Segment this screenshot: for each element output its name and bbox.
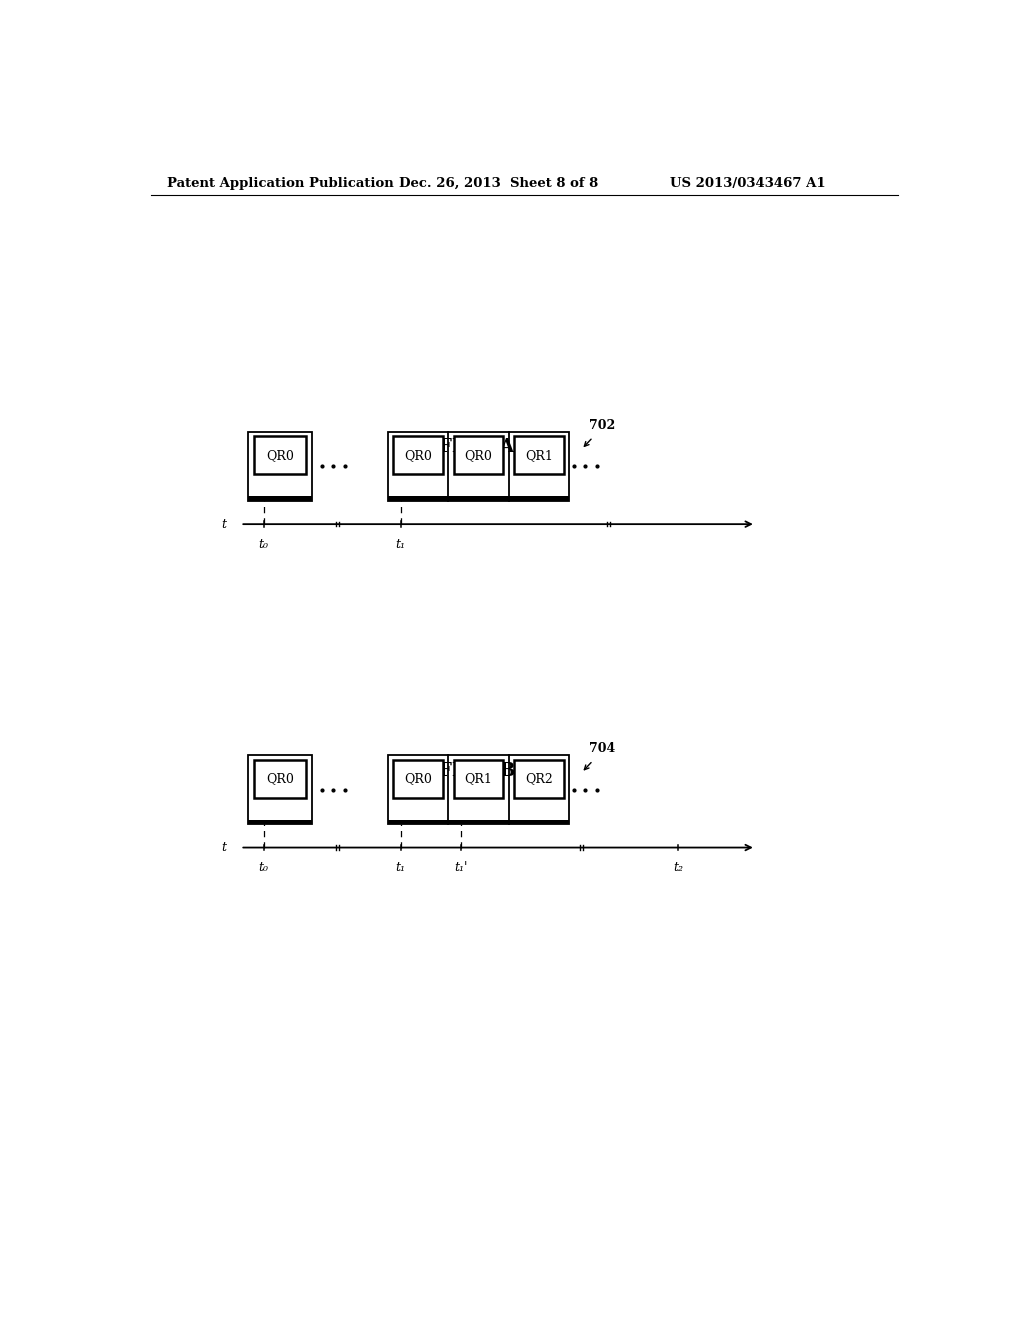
Text: FIG. 7A: FIG. 7A [439,438,514,457]
Text: t₁': t₁' [455,862,468,874]
Text: QR1: QR1 [464,772,493,785]
Bar [388,820,569,825]
Bar [248,820,311,825]
Text: QR0: QR0 [266,449,294,462]
Text: 704: 704 [589,742,615,755]
Text: t₀: t₀ [259,539,268,550]
Text: QR1: QR1 [525,449,553,462]
Bar [248,432,311,502]
Bar [514,760,563,797]
Text: t₁: t₁ [396,539,406,550]
Bar [254,760,306,797]
Text: US 2013/0343467 A1: US 2013/0343467 A1 [671,177,826,190]
Text: 702: 702 [589,418,615,432]
Bar [248,496,311,502]
Text: Dec. 26, 2013  Sheet 8 of 8: Dec. 26, 2013 Sheet 8 of 8 [399,177,598,190]
Bar [248,755,311,825]
Text: QR0: QR0 [266,772,294,785]
Text: QR0: QR0 [464,449,493,462]
Text: t₂: t₂ [673,862,683,874]
Bar [514,437,563,474]
Text: FIG. 7B: FIG. 7B [438,762,515,780]
Bar [254,437,306,474]
Text: t: t [221,841,226,854]
Text: t: t [221,517,226,531]
Text: t₁: t₁ [396,862,406,874]
Text: Patent Application Publication: Patent Application Publication [167,177,393,190]
Bar [454,437,503,474]
Bar [388,496,569,502]
Text: QR2: QR2 [525,772,553,785]
Text: QR0: QR0 [403,772,432,785]
Bar [393,437,442,474]
Text: QR0: QR0 [403,449,432,462]
Bar [454,760,503,797]
Text: t₀: t₀ [259,862,268,874]
Bar [388,755,569,825]
Bar [388,432,569,502]
Bar [393,760,442,797]
